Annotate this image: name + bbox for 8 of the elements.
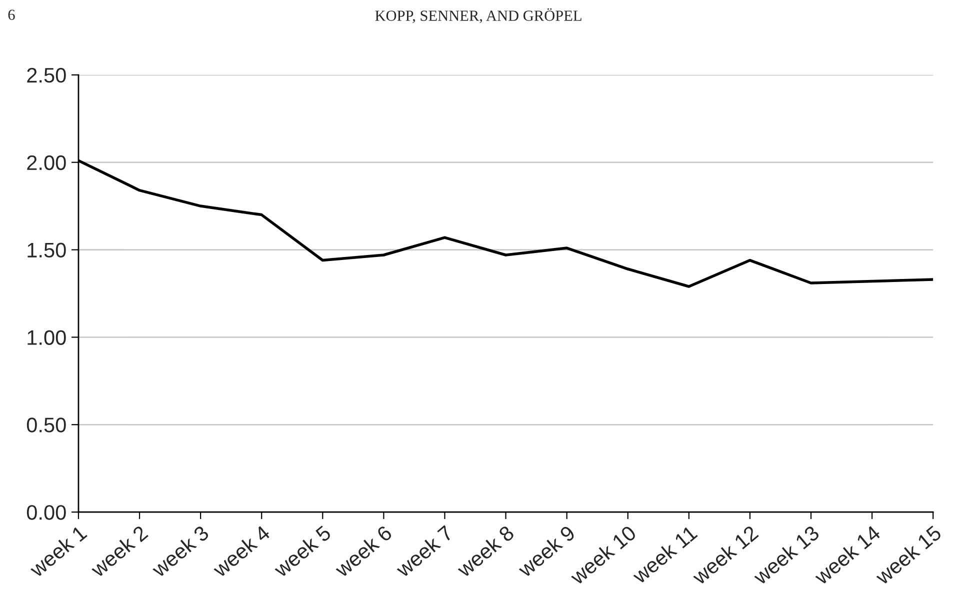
y-tick-label: 1.00 <box>28 330 66 345</box>
y-tick-label: 2.50 <box>27 68 66 83</box>
y-tick-label: 0.50 <box>26 418 66 432</box>
text: KOPP, SENNER, AND GRÖPEL <box>375 8 582 24</box>
y-tick-label: 2.00 <box>27 155 66 170</box>
y-tick-label: 1.50 <box>28 242 66 258</box>
text: 6 <box>8 10 15 20</box>
y-tick-label: 0.00 <box>26 505 66 520</box>
